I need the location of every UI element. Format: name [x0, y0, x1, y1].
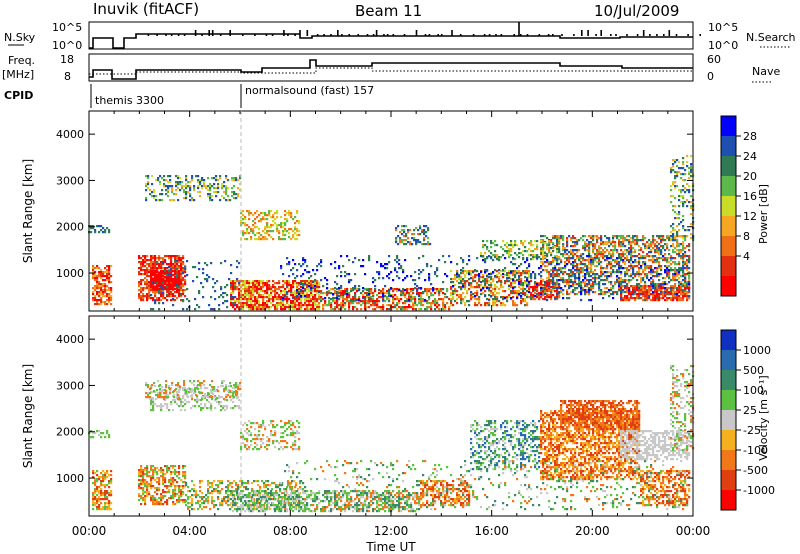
colorbar-tick: -100: [743, 444, 768, 457]
colorbar-tick: 1000: [743, 344, 771, 357]
station-title: Inuvik (fitACF): [93, 0, 199, 18]
velocity-ylabel: Slant Range [km]: [21, 364, 35, 468]
colorbar-tick: 8: [743, 230, 750, 243]
freq-right-tick-top: 60: [707, 53, 721, 66]
colorbar-swatch: [721, 330, 736, 350]
colorbar-tick: 100: [743, 384, 764, 397]
colorbar-swatch: [721, 216, 736, 236]
colorbar-swatch: [721, 410, 736, 430]
colorbar-swatch: [721, 490, 736, 510]
freq-panel-frame: [88, 53, 694, 82]
colorbar-swatch: [721, 256, 736, 276]
colorbar-swatch: [721, 430, 736, 450]
colorbar-tick: 28: [743, 130, 757, 143]
velocity-colorbar-label: Velocity [m s⁻¹]: [757, 375, 770, 460]
xtick-label: 16:00: [474, 524, 509, 538]
ytick-label: 4000: [56, 333, 84, 346]
power-axes: 4000 3000 2000 1000: [56, 111, 694, 516]
cpid-label-2: normalsound (fast) 157: [245, 84, 374, 97]
power-colorbar: 28 24 20 16 12 8 4: [720, 115, 757, 297]
cpid-label: CPID: [4, 89, 33, 102]
freq-label-2: [MHz]: [2, 68, 34, 81]
colorbar-tick: 16: [743, 190, 757, 203]
ytick-label: 2000: [56, 221, 84, 234]
colorbar-swatch: [721, 350, 736, 370]
xtick-label: 00:00: [72, 524, 107, 538]
colorbar-swatch: [721, 370, 736, 390]
colorbar-swatch: [721, 176, 736, 196]
colorbar-swatch: [721, 196, 736, 216]
ytick-label: 2000: [56, 426, 84, 439]
nave-trace: [89, 67, 693, 75]
xtick-label: 12:00: [374, 524, 409, 538]
noise-left-tick-top: 10^5: [52, 21, 82, 34]
colorbar-tick: 4: [743, 250, 750, 263]
xtick-label: 00:00: [676, 524, 711, 538]
colorbar-tick: 500: [743, 364, 764, 377]
freq-right-tick-bottom: 0: [707, 70, 714, 83]
ytick-label: 4000: [56, 128, 84, 141]
power-heatmap: [88, 155, 695, 311]
ytick-label: 3000: [56, 174, 84, 187]
freq-trace: [89, 59, 693, 80]
cpid-label-1: themis 3300: [95, 94, 164, 107]
colorbar-swatch: [721, 156, 736, 176]
noise-right-tick-bottom: 10^0: [708, 39, 738, 52]
ytick-label: 1000: [56, 267, 84, 280]
velocity-axes: 4000 3000 2000 1000: [56, 316, 694, 516]
colorbar-swatch: [721, 116, 736, 136]
nsky-label: N.Sky: [4, 31, 36, 44]
xtick-label: 08:00: [273, 524, 308, 538]
xtick-label: 20:00: [575, 524, 610, 538]
velocity-heatmap: [88, 365, 695, 513]
noise-trace: [89, 22, 701, 49]
colorbar-swatch: [721, 450, 736, 470]
time-axis-label: Time UT: [365, 540, 416, 554]
time-axis-ticks: 00:00 04:00 08:00 12:00 16:00 20:00 00:00: [72, 524, 711, 538]
noise-right-tick-top: 10^5: [708, 21, 738, 34]
colorbar-tick: 24: [743, 150, 757, 163]
ytick-label: 3000: [56, 379, 84, 392]
colorbar-tick: -500: [743, 464, 768, 477]
freq-left-tick-bottom: 8: [64, 70, 71, 83]
colorbar-swatch: [721, 236, 736, 256]
nave-label: Nave: [752, 65, 780, 78]
colorbar-tick: 25: [743, 404, 757, 417]
nsearch-label: N.Search: [746, 31, 796, 44]
freq-left-tick-top: 18: [60, 53, 74, 66]
colorbar-swatch: [721, 390, 736, 410]
noise-panel-frame: [88, 21, 694, 50]
colorbar-tick: -25: [743, 424, 761, 437]
freq-label-1: Freq.: [8, 54, 35, 67]
power-ylabel: Slant Range [km]: [21, 159, 35, 263]
noise-left-tick-bottom: 10^0: [52, 39, 82, 52]
colorbar-swatch: [721, 276, 736, 296]
date-title: 10/Jul/2009: [594, 2, 679, 20]
colorbar-tick: 12: [743, 210, 757, 223]
colorbar-tick: 20: [743, 170, 757, 183]
ytick-label: 1000: [56, 472, 84, 485]
beam-title: Beam 11: [355, 2, 422, 20]
colorbar-swatch: [721, 136, 736, 156]
colorbar-tick: -1000: [743, 484, 775, 497]
xtick-label: 04:00: [172, 524, 207, 538]
colorbar-swatch: [721, 470, 736, 490]
velocity-colorbar: 1000 500 100 25 -25 -100 -500 -1000: [720, 329, 775, 511]
power-colorbar-label: Power [dB]: [757, 184, 770, 244]
